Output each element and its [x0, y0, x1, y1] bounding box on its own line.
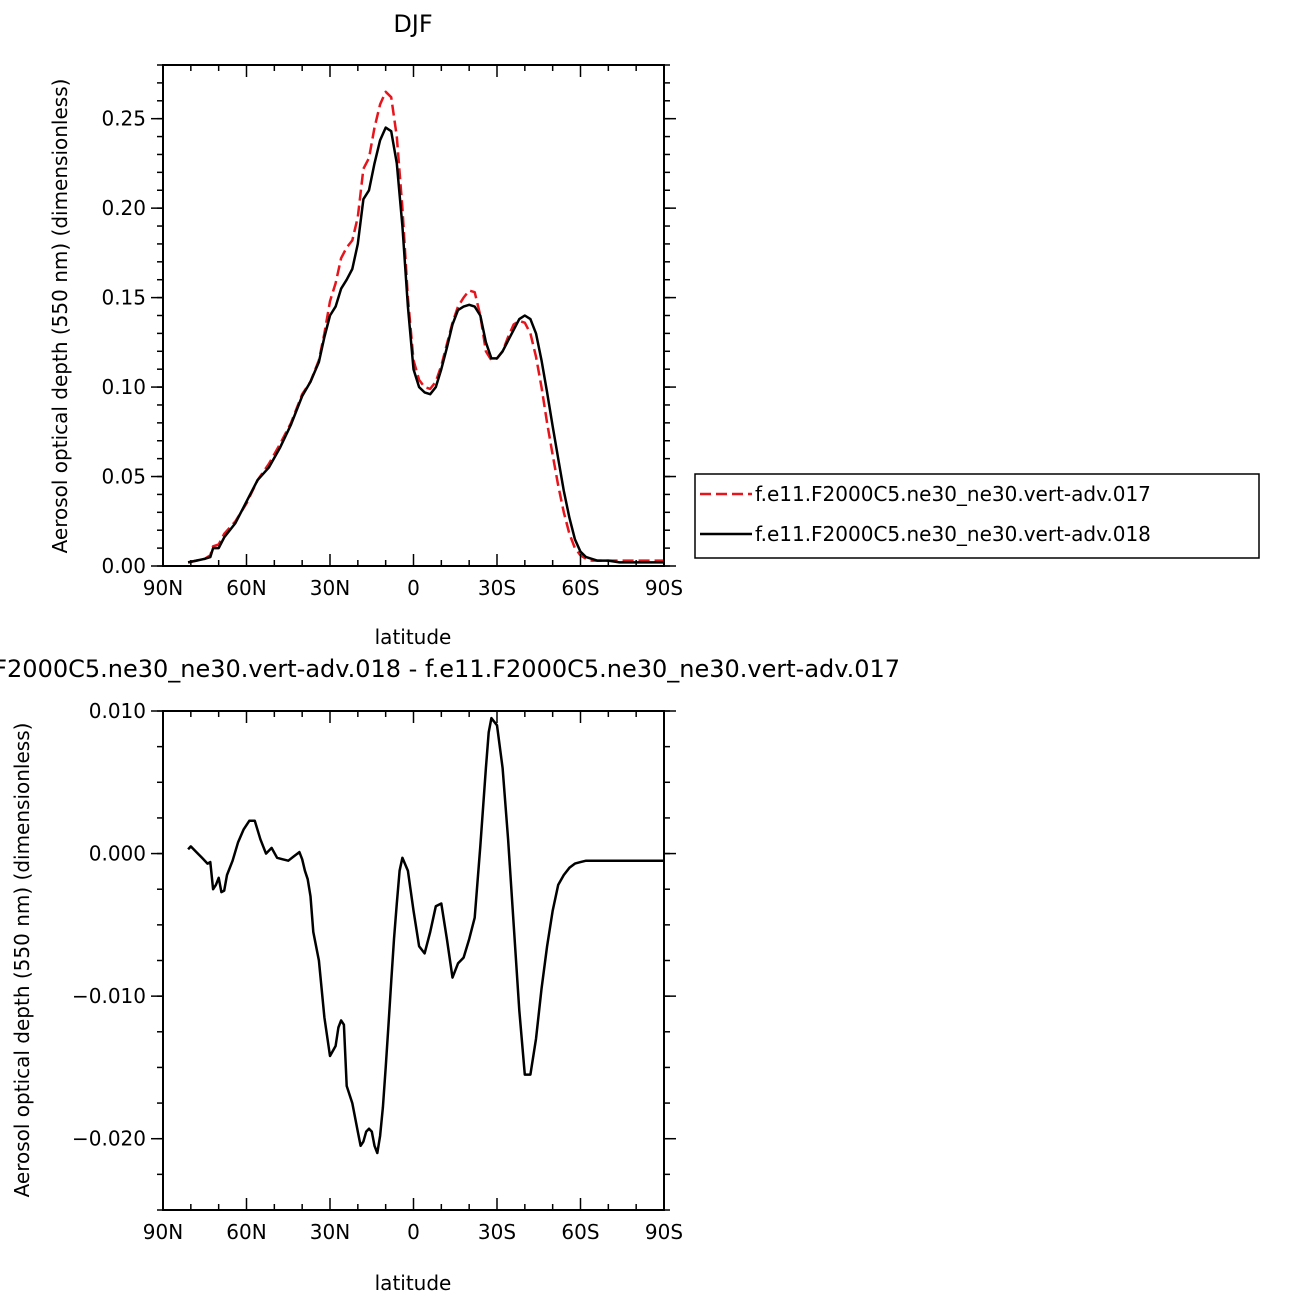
top-panel-ticks: 90N 60N 30N 0 30S 60S 90S 0.00 0.05 0.10 0.15 0.20 0… — [101, 64, 683, 600]
y-tick-label: 0.05 — [101, 465, 146, 489]
x-tick-label: 60N — [226, 576, 266, 600]
x-tick-label: 30N — [310, 576, 350, 600]
y-tick-label: 0.010 — [89, 699, 146, 723]
bottom-panel-ticks: 90N 60N 30N 0 30S 60S 90S 0.010 0.000 −0.010 −0.02… — [72, 699, 683, 1244]
series-line-0 — [187, 716, 664, 1155]
top-panel-ylabel: Aerosol optical depth (550 nm) (dimensio… — [48, 79, 72, 554]
series-line-0 — [187, 90, 664, 564]
y-tick-label: 0.20 — [101, 196, 146, 220]
top-panel-xlabel: latitude — [375, 625, 452, 649]
x-tick-label: 90S — [645, 1220, 683, 1244]
y-tick-label: 0.00 — [101, 554, 146, 578]
y-tick-label: −0.020 — [72, 1127, 146, 1151]
bottom-panel-series-lines — [187, 716, 664, 1155]
x-tick-label: 30N — [310, 1220, 350, 1244]
top-panel: DJF 90N 60N 30N 0 30S 60S 90S 0.00 0.05 0.10 0.15 0… — [48, 10, 1260, 649]
bottom-panel-frame — [162, 710, 665, 1211]
x-tick-label: 90N — [143, 1220, 183, 1244]
bottom-panel-ylabel: Aerosol optical depth (550 nm) (dimensio… — [10, 723, 34, 1198]
top-panel-frame — [162, 64, 665, 567]
x-tick-label: 60S — [561, 1220, 599, 1244]
legend-box — [694, 473, 1260, 559]
y-tick-label: −0.010 — [72, 984, 146, 1008]
legend-entry-0: f.e11.F2000C5.ne30_ne30.vert-adv.017 — [755, 482, 1151, 506]
x-tick-label: 0 — [407, 1220, 420, 1244]
top-panel-series-lines — [187, 90, 664, 564]
y-tick-label: 0.10 — [101, 375, 146, 399]
legend-entry-1: f.e11.F2000C5.ne30_ne30.vert-adv.018 — [755, 522, 1151, 546]
y-tick-label: 0.000 — [89, 842, 146, 866]
x-tick-label: 0 — [407, 576, 420, 600]
y-tick-label: 0.25 — [101, 107, 146, 131]
bottom-panel: f.e11.F2000C5.ne30_ne30.vert-adv.018 - f… — [0, 655, 900, 1295]
x-tick-label: 30S — [478, 1220, 516, 1244]
bottom-panel-xlabel: latitude — [375, 1271, 452, 1295]
x-tick-label: 60S — [561, 576, 599, 600]
x-tick-label: 30S — [478, 576, 516, 600]
x-tick-label: 60N — [226, 1220, 266, 1244]
x-tick-label: 90S — [645, 576, 683, 600]
bottom-panel-title: f.e11.F2000C5.ne30_ne30.vert-adv.018 - f… — [0, 655, 900, 683]
series-line-1 — [187, 126, 664, 564]
top-panel-title: DJF — [393, 10, 432, 38]
legend: f.e11.F2000C5.ne30_ne30.vert-adv.017 f.e1… — [694, 473, 1260, 559]
y-tick-label: 0.15 — [101, 286, 146, 310]
x-tick-label: 90N — [143, 576, 183, 600]
